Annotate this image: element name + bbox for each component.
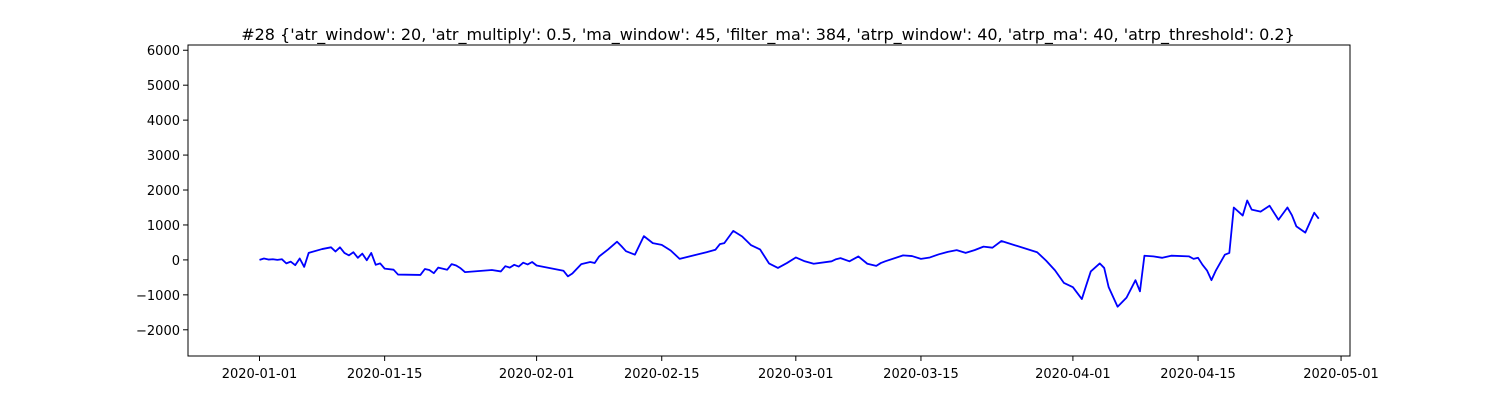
y-tick-label: 3000 <box>147 149 180 164</box>
plot-frame <box>187 44 1351 357</box>
x-axis: 2020-01-01 2020-01-15 2020-02-01 2020-02-15… <box>222 356 1379 382</box>
y-tick-label: −1000 <box>136 289 180 304</box>
x-tick-label: 2020-03-01 <box>758 367 834 382</box>
y-axis: −2000 −1000 0 1000 2000 3000 4000 5000 6000 <box>136 44 188 339</box>
x-tick-label: 2020-04-01 <box>1035 367 1111 382</box>
y-tick-label: 2000 <box>147 184 180 199</box>
x-tick-label: 2020-02-15 <box>624 367 700 382</box>
x-tick-label: 2020-02-01 <box>499 367 575 382</box>
x-tick-label: 2020-03-15 <box>883 367 959 382</box>
x-tick-label: 2020-05-01 <box>1303 367 1379 382</box>
y-tick-label: 1000 <box>147 219 180 234</box>
x-tick-label: 2020-04-15 <box>1160 367 1236 382</box>
y-tick-label: 0 <box>172 254 180 269</box>
y-tick-label: 5000 <box>147 79 180 94</box>
y-tick-label: −2000 <box>136 324 180 339</box>
x-tick-label: 2020-01-15 <box>347 367 423 382</box>
y-tick-label: 4000 <box>147 114 180 129</box>
chart-title: #28 {'atr_window': 20, 'atr_multiply': 0… <box>241 25 1295 45</box>
y-tick-label: 6000 <box>147 44 180 59</box>
series-line <box>259 199 1320 308</box>
plot-area <box>187 44 1351 357</box>
x-tick-label: 2020-01-01 <box>222 367 298 382</box>
